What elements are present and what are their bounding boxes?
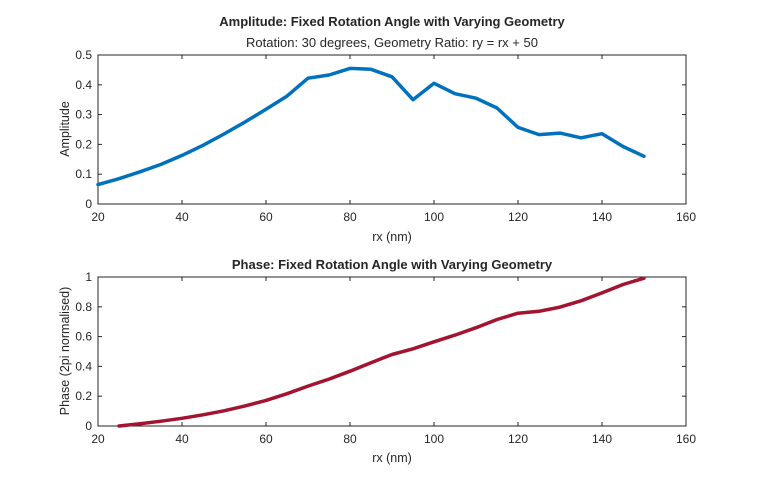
amplitude-y-tick-label: 0.3 — [75, 108, 92, 122]
amplitude-y-tick-label: 0.4 — [75, 78, 92, 92]
amplitude-x-tick-label: 60 — [259, 210, 273, 224]
phase-y-tick-label: 0.6 — [75, 330, 92, 344]
phase-y-tick-label: 0 — [85, 419, 92, 433]
amplitude-y-tick-label: 0.1 — [75, 167, 92, 181]
phase-chart: Phase: Fixed Rotation Angle with Varying… — [58, 257, 696, 465]
amplitude-x-tick-label: 160 — [676, 210, 696, 224]
phase-x-tick-label: 60 — [259, 432, 273, 446]
phase-x-tick-label: 120 — [508, 432, 528, 446]
phase-y-tick-label: 1 — [85, 270, 92, 284]
phase-x-axis-label: rx (nm) — [372, 451, 412, 465]
amplitude-y-tick-label: 0.2 — [75, 137, 92, 151]
amplitude-plot-area — [97, 54, 687, 205]
phase-x-tick-label: 160 — [676, 432, 696, 446]
amplitude-x-tick-label: 40 — [175, 210, 189, 224]
amplitude-x-tick-label: 20 — [91, 210, 105, 224]
amplitude-y-tick-label: 0.5 — [75, 48, 92, 62]
amplitude-y-tick-label: 0 — [85, 197, 92, 211]
phase-y-tick-label: 0.8 — [75, 300, 92, 314]
amplitude-x-tick-label: 140 — [592, 210, 612, 224]
phase-y-tick-label: 0.2 — [75, 389, 92, 403]
amplitude-series-line — [96, 66, 646, 187]
phase-x-tick-label: 100 — [424, 432, 444, 446]
amplitude-x-tick-label: 80 — [343, 210, 357, 224]
phase-x-tick-label: 140 — [592, 432, 612, 446]
phase-series-line — [117, 276, 646, 428]
phase-x-tick-label: 40 — [175, 432, 189, 446]
amplitude-chart-subtitle: Rotation: 30 degrees, Geometry Ratio: ry… — [246, 35, 538, 50]
phase-y-axis-label: Phase (2pi normalised) — [58, 287, 72, 416]
amplitude-y-axis-label: Amplitude — [58, 101, 72, 157]
phase-x-tick-label: 80 — [343, 432, 357, 446]
phase-x-tick-label: 20 — [91, 432, 105, 446]
phase-y-tick-label: 0.4 — [75, 359, 92, 373]
amplitude-chart: Amplitude: Fixed Rotation Angle with Var… — [58, 14, 696, 244]
amplitude-x-tick-label: 100 — [424, 210, 444, 224]
phase-plot-area — [97, 276, 687, 427]
amplitude-x-tick-label: 120 — [508, 210, 528, 224]
phase-chart-title: Phase: Fixed Rotation Angle with Varying… — [232, 257, 553, 272]
amplitude-chart-title: Amplitude: Fixed Rotation Angle with Var… — [219, 14, 565, 29]
amplitude-x-axis-label: rx (nm) — [372, 230, 412, 244]
